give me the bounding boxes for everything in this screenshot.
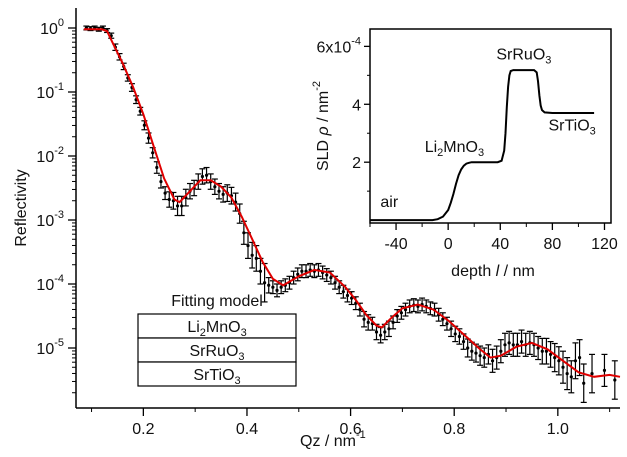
inset-y-ticks: 2 4 6x10-4 xyxy=(317,35,370,192)
data-point xyxy=(535,335,542,361)
data-point xyxy=(178,195,185,217)
data-point xyxy=(576,339,583,377)
inset-x-tick-label: 0 xyxy=(444,236,453,253)
data-point xyxy=(560,350,567,384)
data-point xyxy=(439,312,446,327)
inset-y-tick-label: 6x10-4 xyxy=(317,35,361,56)
data-point xyxy=(323,268,330,283)
inset-x-axis-label: depth l / nm xyxy=(451,263,535,280)
data-point xyxy=(228,186,235,205)
data-point xyxy=(157,174,164,189)
data-point xyxy=(589,353,596,394)
data-point xyxy=(514,332,521,357)
inset-frame xyxy=(369,28,612,224)
data-point xyxy=(489,348,496,373)
data-point xyxy=(551,342,558,373)
inset-y-tick-label: 2 xyxy=(352,155,361,172)
data-point xyxy=(485,344,492,365)
data-point xyxy=(162,186,169,201)
inset-annotation: SrTiO3 xyxy=(548,117,595,137)
fitting-model-legend: Fitting model Li2MnO3 SrRuO3 SrTiO3 xyxy=(137,293,297,387)
data-point xyxy=(149,147,156,159)
inset-x-tick-label: -40 xyxy=(384,236,407,253)
data-point xyxy=(543,337,550,365)
legend-label-srtio3: SrTiO3 xyxy=(193,367,240,387)
inset-annotations: air Li2MnO3 SrRuO3 SrTiO3 xyxy=(380,46,595,211)
inset-annotation: SrRuO3 xyxy=(496,46,551,66)
data-point xyxy=(390,315,397,330)
y-axis-label: Reflectivity xyxy=(13,169,30,246)
data-point xyxy=(547,341,554,368)
inset-annotation: air xyxy=(380,194,398,211)
x-tick-label: 0.6 xyxy=(339,421,361,438)
y-tick-label: 10-2 xyxy=(36,145,64,166)
legend-layer-srruo3 xyxy=(137,337,297,363)
data-point xyxy=(572,342,579,380)
inset-y-tick-label: 4 xyxy=(352,97,361,114)
fit-line xyxy=(83,28,621,378)
data-point xyxy=(249,241,256,269)
data-point xyxy=(481,347,488,368)
data-point xyxy=(377,326,384,344)
data-point xyxy=(539,337,546,365)
sld-inset: 2 4 6x10-4 -40 0 40 80 120 air Li2MnO3 SrRuO3 SrT… xyxy=(311,28,618,280)
x-tick-label: 0.2 xyxy=(132,421,154,438)
data-point xyxy=(601,353,608,387)
legend-label-srruo3: SrRuO3 xyxy=(189,343,244,363)
y-tick-label: 10-5 xyxy=(36,337,64,358)
y-tick-label: 10-3 xyxy=(36,209,64,230)
inset-x-tick-label: 40 xyxy=(491,236,509,253)
data-point xyxy=(294,267,301,282)
main-y-ticks: 100 10-1 10-2 10-3 10-4 10-5 xyxy=(36,17,76,394)
data-point xyxy=(269,280,276,295)
x-tick-label: 0.8 xyxy=(443,421,465,438)
data-point xyxy=(497,339,504,364)
data-point xyxy=(274,283,281,298)
x-axis-label: Qz / nm-1 xyxy=(300,429,366,450)
data-series xyxy=(83,25,618,403)
data-point xyxy=(199,168,206,185)
inset-x-ticks: -40 0 40 80 120 xyxy=(369,223,618,253)
data-point xyxy=(555,346,562,376)
data-point xyxy=(402,302,409,317)
y-tick-label: 10-1 xyxy=(36,81,64,102)
data-point xyxy=(265,277,272,294)
data-point xyxy=(510,332,517,357)
inset-x-tick-label: 120 xyxy=(591,236,618,253)
inset-x-tick-label: 80 xyxy=(543,236,561,253)
legend-layer-srtio3 xyxy=(137,361,297,387)
x-tick-label: 0.4 xyxy=(236,421,258,438)
data-point xyxy=(303,264,310,279)
legend-layer-li2mno3 xyxy=(137,313,297,339)
data-point xyxy=(611,360,618,400)
data-point xyxy=(211,178,218,195)
y-tick-label: 100 xyxy=(40,17,64,38)
inset-y-axis-label: SLD ρ / nm-2 xyxy=(311,81,332,171)
data-point xyxy=(518,329,525,354)
data-point xyxy=(580,363,587,403)
data-point xyxy=(460,333,467,350)
sld-profile-line xyxy=(370,69,595,222)
data-point xyxy=(203,166,210,184)
inset-annotation: Li2MnO3 xyxy=(425,139,484,159)
legend-title: Fitting model xyxy=(171,293,263,310)
x-tick-label: 1.0 xyxy=(547,421,569,438)
y-tick-label: 10-4 xyxy=(36,273,64,294)
data-point xyxy=(327,270,334,285)
main-x-ticks: 0.2 0.4 0.6 0.8 1.0 xyxy=(91,408,611,438)
legend-label-li2mno3: Li2MnO3 xyxy=(187,319,246,339)
